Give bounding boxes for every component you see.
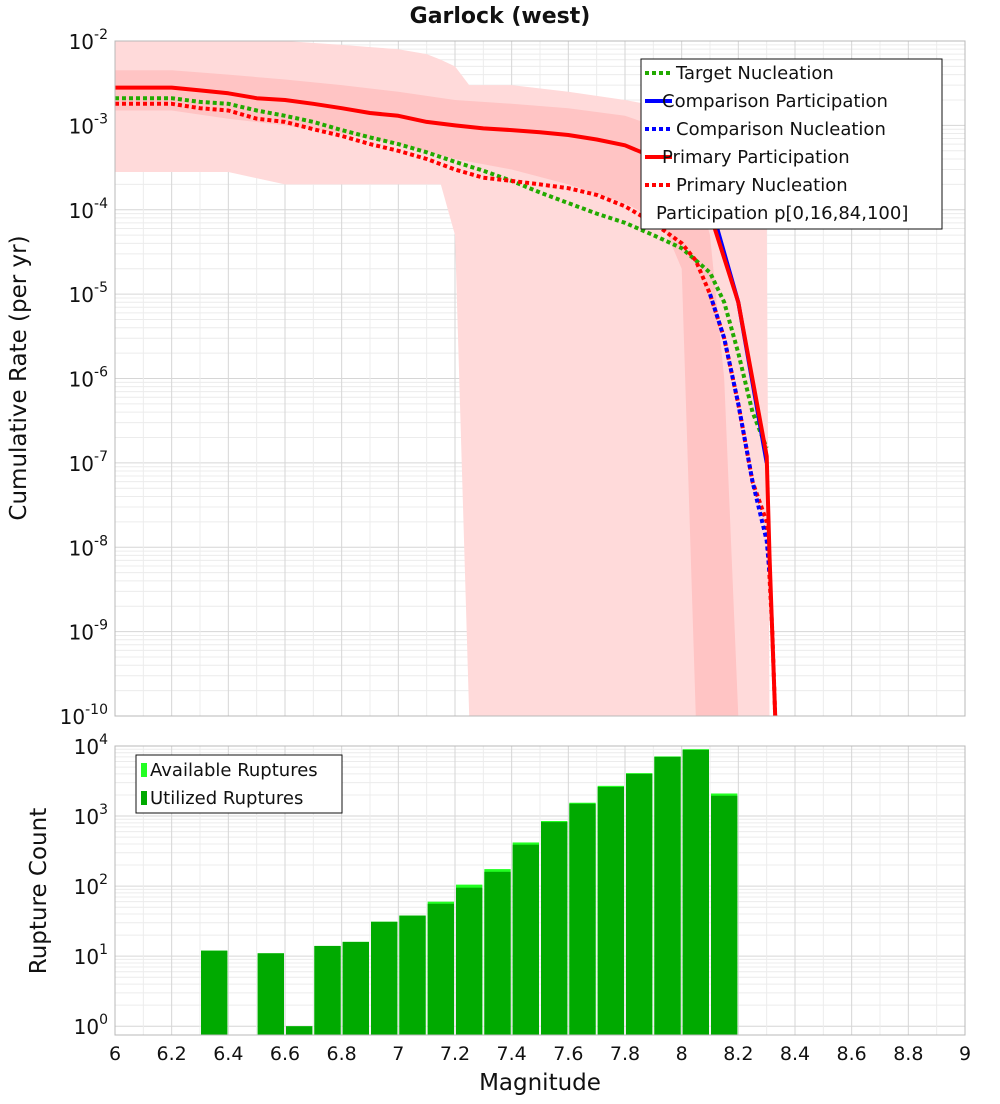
utilized-ruptures-bar — [286, 1026, 313, 1035]
utilized-ruptures-bar — [427, 903, 454, 1035]
count-legend-box — [135, 754, 343, 814]
rate-legend: Target Nucleation Comparison Participatio… — [640, 58, 943, 230]
utilized-ruptures-bar — [257, 953, 284, 1035]
rate-y-tick-label: 10-3 — [69, 111, 108, 138]
utilized-ruptures-bar — [484, 871, 511, 1035]
magnitude-x-tick-label: 6 — [109, 1043, 121, 1065]
utilized-ruptures-bar — [201, 950, 228, 1035]
comparison-nucleation-line — [708, 293, 772, 573]
count-y-tick-label: 100 — [74, 1012, 108, 1039]
rate-y-tick-label: 10-6 — [69, 365, 109, 392]
rate-y-tick-label: 10-4 — [69, 196, 109, 223]
magnitude-x-tick-label: 8.8 — [893, 1043, 923, 1065]
count-legend-label: Utilized Ruptures — [150, 788, 303, 809]
rate-legend-label: Comparison Participation — [662, 91, 888, 112]
rate-y-tick-label: 10-8 — [69, 533, 108, 560]
rate-y-tick-label: 10-7 — [69, 449, 108, 476]
participation-bands — [115, 41, 770, 717]
rate-legend-label: Comparison Nucleation — [676, 119, 886, 140]
magnitude-x-tick-label: 6.4 — [213, 1043, 243, 1065]
count-bars — [201, 749, 738, 1035]
rate-legend-label: Target Nucleation — [675, 63, 834, 84]
magnitude-x-tick-label: 8 — [676, 1043, 688, 1065]
magnitude-x-tick-label: 8.2 — [723, 1043, 753, 1065]
utilized-ruptures-bar — [541, 822, 568, 1035]
utilized-ruptures-bar — [626, 773, 653, 1035]
rate-y-tick-label: 10-2 — [69, 27, 108, 54]
rate-legend-label: Primary Nucleation — [676, 175, 848, 196]
utilized-ruptures-bar — [342, 941, 369, 1035]
rate-panel: 10-2 10-3 10-4 10-5 10-6 10-7 10-8 10-9 10-10 Cu… — [6, 27, 966, 729]
magnitude-x-tick-label: 9 — [959, 1043, 971, 1065]
rate-y-tick-label: 10-10 — [60, 702, 108, 729]
target-nucleation-line — [115, 96, 769, 449]
count-legend: Available Ruptures Utilized Ruptures — [135, 754, 343, 814]
utilized-ruptures-bar — [597, 786, 624, 1035]
magnitude-x-tick-label: 6.8 — [327, 1043, 357, 1065]
magnitude-x-tick-label: 6.2 — [157, 1043, 187, 1065]
magnitude-x-tick-label: 7.2 — [440, 1043, 470, 1065]
utilized-ruptures-bar — [682, 749, 709, 1035]
rate-y-tick-label: 10-5 — [69, 280, 108, 307]
utilized-ruptures-bar — [654, 756, 681, 1035]
count-y-ticks: 104 103 102 101 100 — [74, 732, 108, 1039]
count-y-tick-label: 104 — [74, 732, 108, 759]
magnitude-x-tick-label: 6.6 — [270, 1043, 300, 1065]
chart-title: Garlock (west) — [410, 4, 591, 29]
participation-band — [115, 41, 770, 716]
magnitude-x-tick-label: 7.4 — [497, 1043, 527, 1065]
utilized-ruptures-bar — [314, 945, 341, 1035]
count-y-axis-label: Rupture Count — [26, 808, 52, 974]
rate-legend-label: Participation p[0,16,84,100] — [656, 203, 908, 224]
rate-y-axis-label: Cumulative Rate (per yr) — [6, 235, 32, 520]
magnitude-x-ticks: 6 6.2 6.4 6.6 6.8 7 7.2 7.4 7.6 7.8 8 8.2 8.4 8.6 8.8 9 — [109, 1043, 971, 1065]
count-y-tick-label: 102 — [74, 872, 108, 899]
rate-y-ticks: 10-2 10-3 10-4 10-5 10-6 10-7 10-8 10-9 10-10 — [60, 27, 108, 729]
rate-plot-frame — [114, 40, 966, 717]
count-y-tick-label: 101 — [74, 942, 108, 969]
utilized-ruptures-bar — [456, 887, 483, 1035]
utilized-ruptures-bar — [399, 915, 426, 1035]
magnitude-x-tick-label: 8.6 — [837, 1043, 867, 1065]
magnitude-x-tick-label: 8.4 — [780, 1043, 810, 1065]
rate-legend-box — [640, 58, 943, 230]
count-legend-label: Available Ruptures — [150, 760, 318, 781]
utilized-ruptures-bar — [711, 795, 738, 1035]
magnitude-x-tick-label: 7.6 — [553, 1043, 583, 1065]
utilized-ruptures-bar — [371, 921, 398, 1035]
count-legend-swatch — [141, 791, 147, 805]
count-legend-swatch — [141, 763, 147, 777]
rate-y-tick-label: 10-9 — [69, 618, 108, 645]
rate-legend-label: Primary Participation — [662, 147, 850, 168]
count-panel: 104 103 102 101 100 6 6.2 6.4 6.6 6.8 7 7.2 7.4 7.6 7… — [26, 732, 971, 1096]
utilized-ruptures-bar — [569, 803, 596, 1035]
magnitude-axis-label: Magnitude — [479, 1070, 601, 1096]
count-grid — [114, 745, 966, 1035]
magnitude-x-tick-label: 7.8 — [610, 1043, 640, 1065]
count-plot-frame — [114, 745, 966, 1036]
count-y-tick-label: 103 — [74, 802, 108, 829]
magnitude-x-tick-label: 7 — [392, 1043, 404, 1065]
utilized-ruptures-bar — [512, 844, 539, 1035]
